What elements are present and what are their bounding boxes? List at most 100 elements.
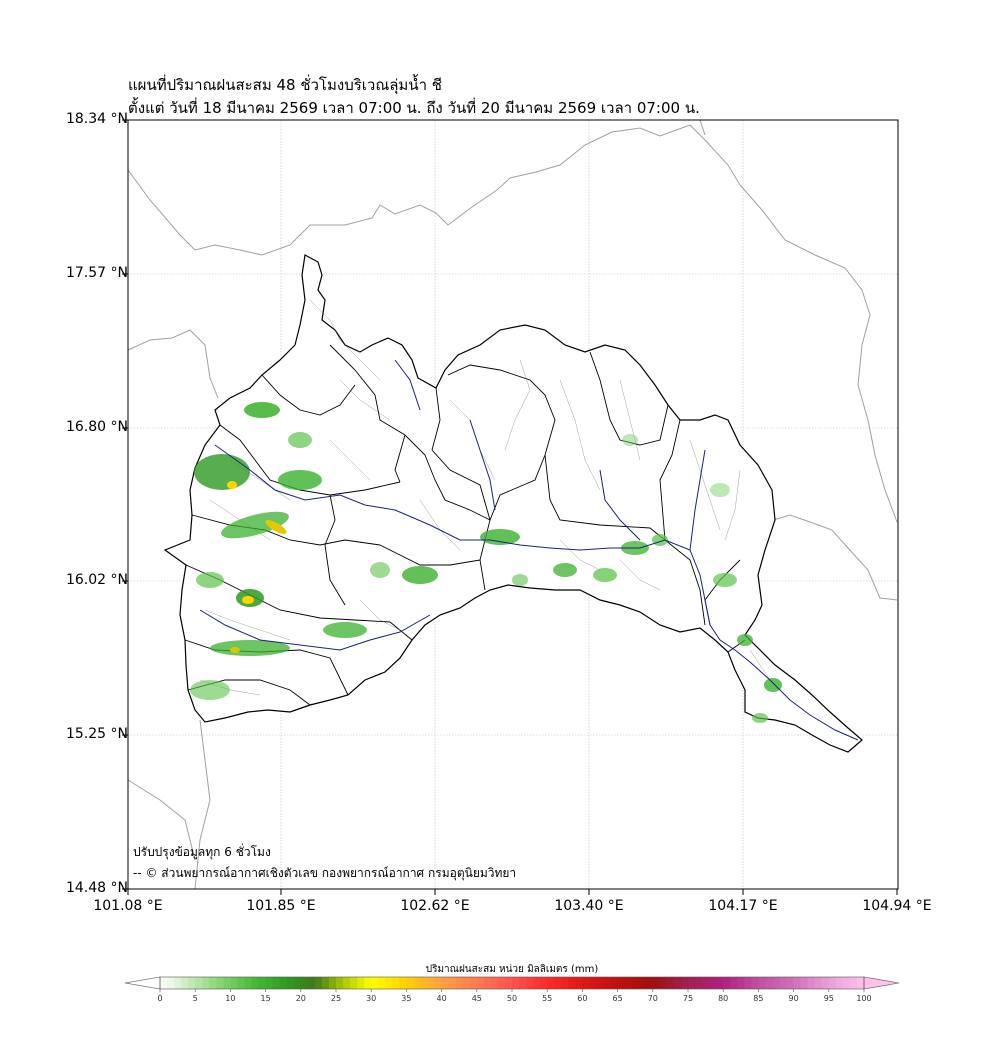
y-tick-label: 16.80 °N [65, 419, 128, 435]
colorbar-segment [828, 977, 837, 989]
colorbar-segment [230, 977, 238, 989]
colorbar-segment [610, 977, 619, 989]
colorbar-segment [723, 977, 731, 989]
colorbar-segment [307, 977, 316, 989]
colorbar-tick-label: 100 [856, 994, 872, 1003]
y-tick-label: 18.34 °N [65, 111, 128, 127]
colorbar-tick-label: 40 [436, 994, 447, 1003]
colorbar-segment [343, 977, 351, 989]
colorbar-segment [406, 977, 414, 989]
colorbar-segment [244, 977, 253, 989]
colorbar-segment [807, 977, 816, 989]
colorbar-tick-label: 35 [401, 994, 412, 1003]
colorbar-segment [659, 977, 668, 989]
colorbar-segment [575, 977, 583, 989]
colorbar-segment [448, 977, 457, 989]
colorbar-segment [856, 977, 865, 989]
colorbar-segment [371, 977, 379, 989]
colorbar-segment [216, 977, 224, 989]
colorbar-segment [744, 977, 752, 989]
colorbar-segment [490, 977, 499, 989]
axis-ticks [122, 119, 898, 895]
colorbar-segment [779, 977, 788, 989]
colorbar-segment [519, 977, 527, 989]
colorbar-segment [589, 977, 597, 989]
colorbar-segment [512, 977, 520, 989]
colorbar-segment [357, 977, 365, 989]
colorbar-segment [730, 977, 738, 989]
colorbar-segment [709, 977, 717, 989]
main-rivers [199, 359, 859, 741]
colorbar-segment [582, 977, 590, 989]
credit-note: -- © ส่วนพยากรณ์อากาศเชิงตัวเลข กองพยากร… [133, 866, 517, 880]
colorbar-segment [716, 977, 724, 989]
x-tick-label: 104.94 °E [862, 898, 932, 914]
colorbar-segment [434, 977, 443, 989]
colorbar-segment [765, 977, 773, 989]
colorbar-segment [336, 977, 344, 989]
colorbar-segment [279, 977, 288, 989]
colorbar-segment [160, 977, 168, 989]
colorbar-tick-label: 55 [542, 994, 553, 1003]
colorbar-segment [209, 977, 217, 989]
colorbar-segment [540, 977, 548, 989]
colorbar-segment [420, 977, 429, 989]
y-tick-label: 14.48 °N [65, 880, 128, 896]
colorbar-segment [167, 977, 175, 989]
colorbar-segment [328, 977, 337, 989]
colorbar-title: ปริมาณฝนสะสม หน่วย มิลลิเมตร (mm) [425, 964, 599, 975]
colorbar-segment [758, 977, 766, 989]
colorbar-segment [624, 977, 633, 989]
colorbar-tick-label: 0 [157, 994, 163, 1003]
colorbar-segment [821, 977, 830, 989]
y-tick-label: 15.25 °N [65, 726, 128, 742]
colorbar-tick-label: 85 [753, 994, 764, 1003]
colorbar-segment [652, 977, 661, 989]
admin-borders [127, 119, 898, 890]
colorbar-segment [680, 977, 689, 989]
colorbar-tick-label: 95 [823, 994, 834, 1003]
colorbar-segment [272, 977, 281, 989]
colorbar-segment [842, 977, 851, 989]
colorbar-segment [350, 977, 358, 989]
colorbar-segment [526, 977, 534, 989]
colorbar-segment [603, 977, 612, 989]
colorbar-segment [202, 977, 210, 989]
map-title-line1: แผนที่ปริมาณฝนสะสม 48 ชั่วโมงบริเวณลุ่มน… [128, 76, 442, 94]
colorbar-segment [427, 977, 436, 989]
colorbar-segment [188, 977, 196, 989]
colorbar-segment [645, 977, 654, 989]
colorbar-segment [786, 977, 795, 989]
rainfall-overlay [190, 402, 782, 723]
colorbar-segment [695, 977, 703, 989]
colorbar-segment [455, 977, 464, 989]
colorbar-tick-label: 90 [788, 994, 799, 1003]
colorbar-segment [849, 977, 858, 989]
colorbar-segment [385, 977, 393, 989]
colorbar-segment [181, 977, 189, 989]
colorbar-min-arrow [124, 976, 161, 990]
colorbar-segment [399, 977, 407, 989]
colorbar-segment [174, 977, 182, 989]
colorbar-max-arrow [863, 976, 900, 990]
colorbar-tick-label: 5 [192, 994, 198, 1003]
colorbar-tick-label: 25 [330, 994, 342, 1003]
colorbar-segment [286, 977, 295, 989]
colorbar-tick-label: 65 [612, 994, 623, 1003]
colorbar-segment [751, 977, 759, 989]
map-title-line2: ตั้งแต่ วันที่ 18 มีนาคม 2569 เวลา 07:00… [128, 99, 700, 117]
x-tick-label: 101.85 °E [246, 898, 316, 914]
x-tick-label: 104.17 °E [708, 898, 778, 914]
colorbar-segment [772, 977, 781, 989]
colorbar-segment [814, 977, 823, 989]
colorbar-segment [673, 977, 682, 989]
colorbar-segment [568, 977, 576, 989]
colorbar-segment [469, 977, 478, 989]
colorbar-segment [617, 977, 626, 989]
colorbar-tick-label: 75 [682, 994, 694, 1003]
colorbar-tick-label: 70 [647, 994, 658, 1003]
update-note: ปรับปรุงข้อมูลทุก 6 ชั่วโมง [133, 845, 271, 859]
x-tick-label: 103.40 °E [554, 898, 624, 914]
colorbar-segment [737, 977, 745, 989]
colorbar-segment [666, 977, 675, 989]
